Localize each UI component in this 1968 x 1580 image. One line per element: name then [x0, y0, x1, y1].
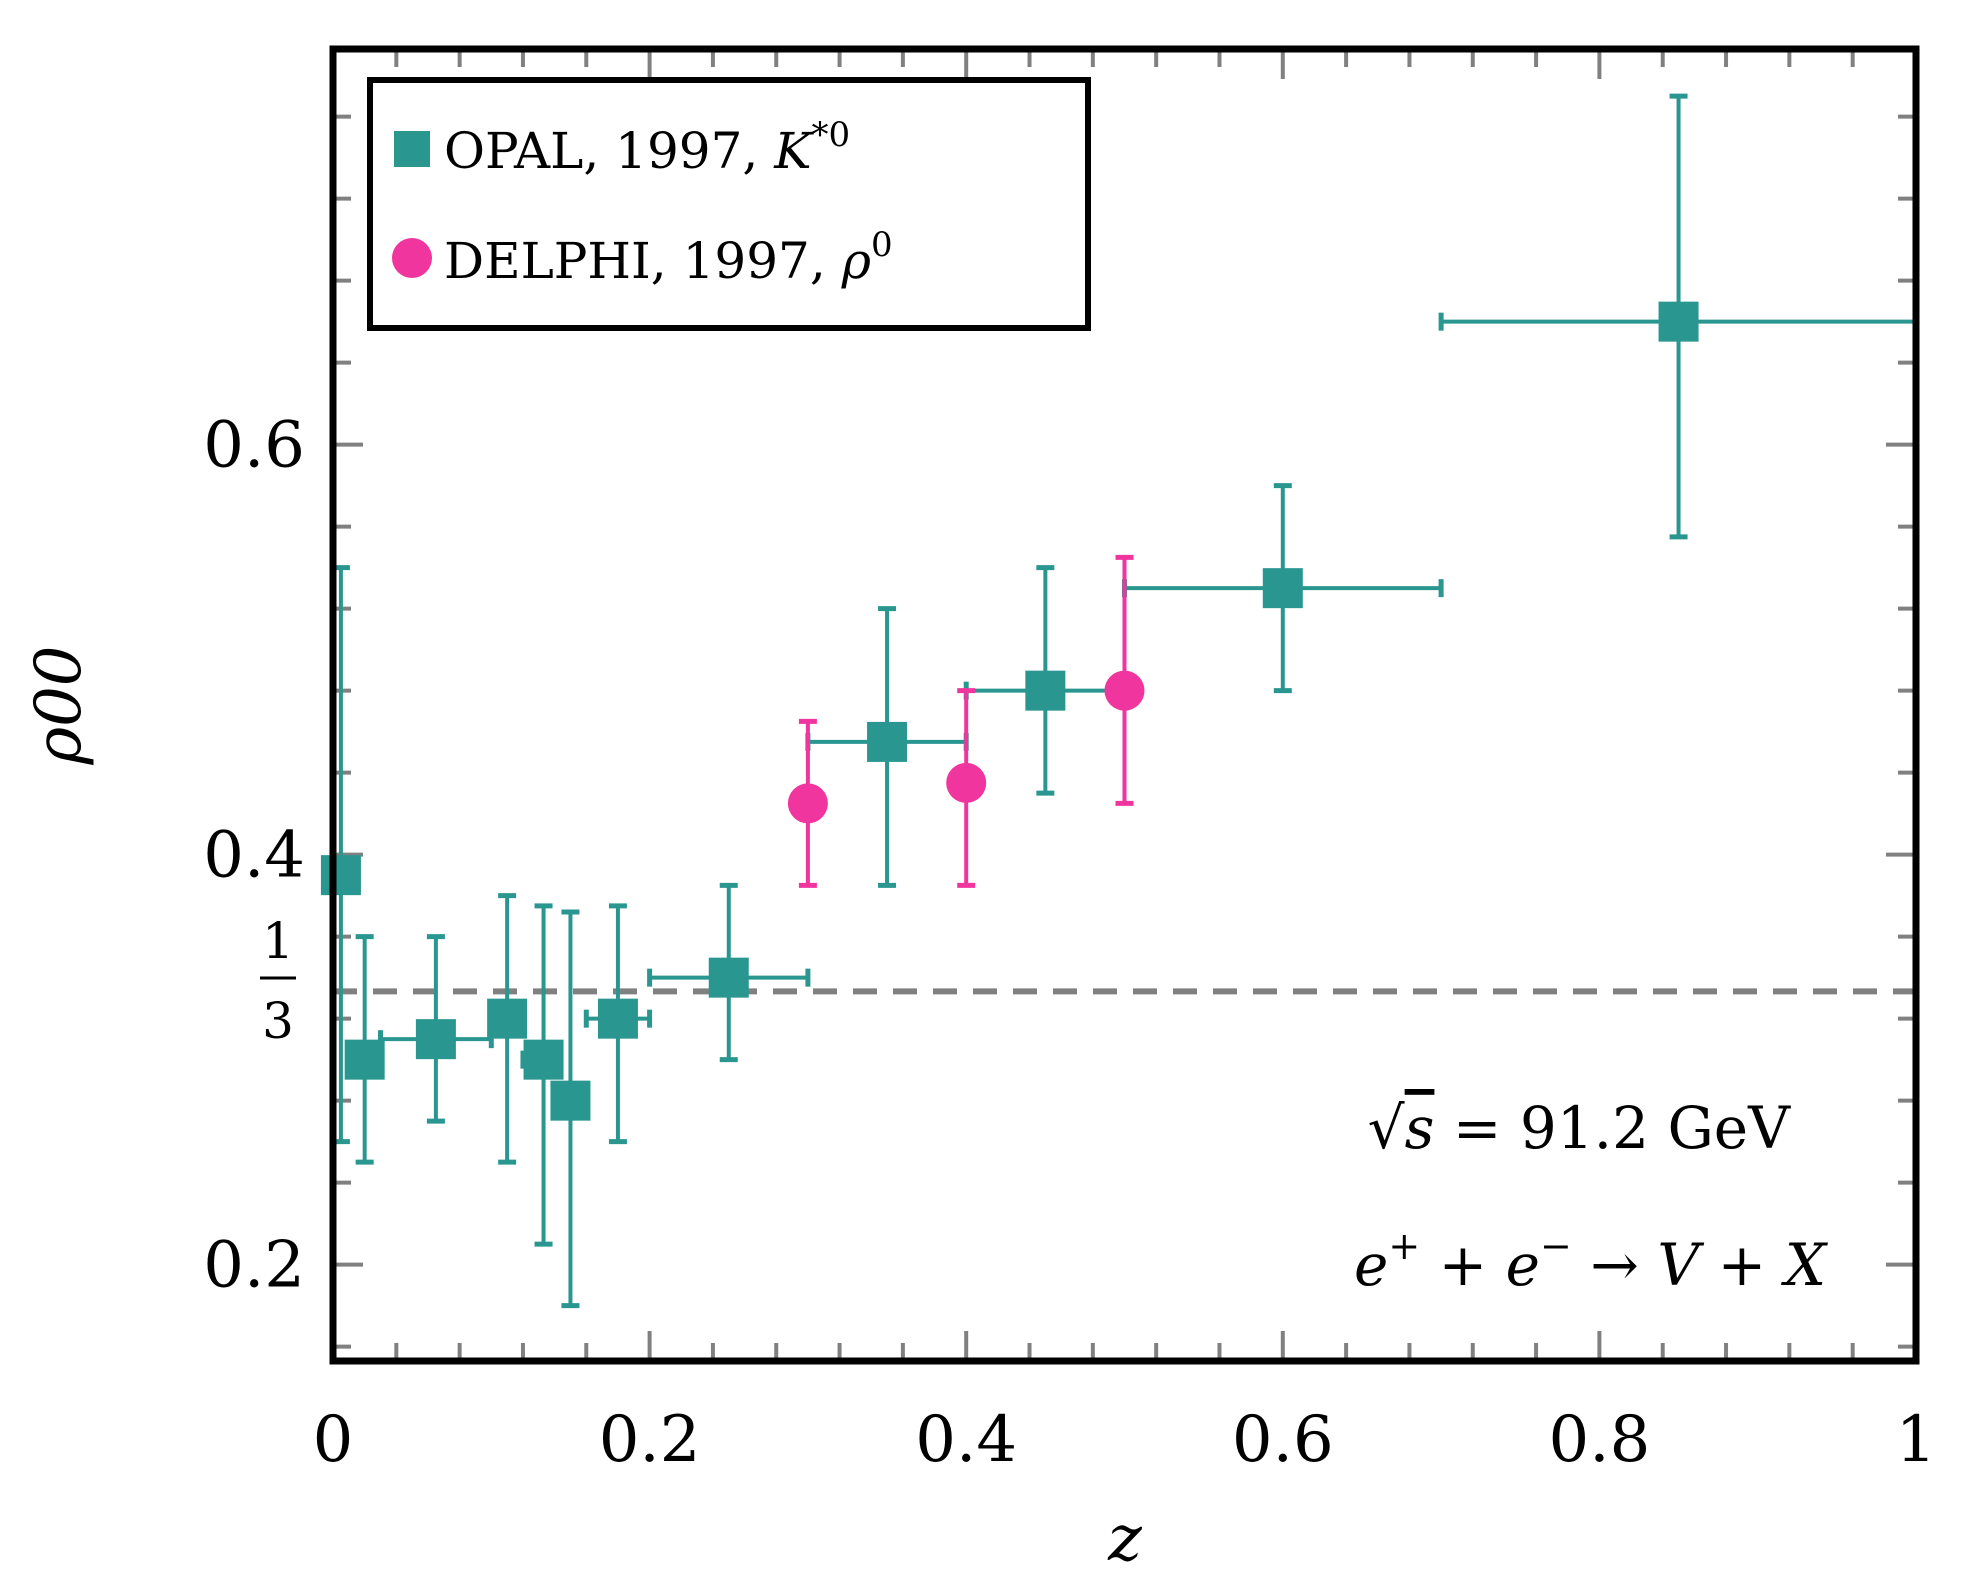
one-third-numerator: 1 — [262, 912, 294, 970]
data-point-square — [708, 957, 749, 998]
proc-e2: e — [1506, 1231, 1540, 1299]
data-point-circle — [946, 762, 987, 803]
proc-plus2: + — [1699, 1231, 1784, 1299]
y-axis-title: ρ00 — [22, 645, 96, 765]
legend-label-delphi: DELPHI, 1997, ρ0 — [444, 225, 893, 290]
one-third-label: 1 3 — [260, 912, 296, 1050]
y-tick-label: 0.2 — [203, 1229, 305, 1303]
annotation-sqrt: √ — [1368, 1094, 1405, 1162]
proc-x: X — [1781, 1231, 1829, 1299]
legend-opal-text: OPAL, 1997, — [444, 122, 774, 180]
x-tick-label: 0.8 — [1549, 1403, 1651, 1477]
data-point-square — [523, 1039, 564, 1080]
legend-opal-sym: K — [773, 122, 814, 180]
x-tick-label: 0.4 — [915, 1403, 1017, 1477]
x-tick-label: 0 — [313, 1403, 354, 1477]
annotation-energy-value: = 91.2 GeV — [1434, 1094, 1791, 1162]
x-tick-label: 1 — [1896, 1403, 1937, 1477]
legend-box — [367, 77, 1091, 331]
x-tick-label: 0.2 — [599, 1403, 701, 1477]
annotation-s: s — [1405, 1094, 1435, 1162]
data-point-square — [487, 998, 528, 1039]
legend: OPAL, 1997, K*0 DELPHI, 1997, ρ0 — [367, 77, 1091, 331]
data-point-square — [550, 1080, 591, 1121]
data-point-circle — [787, 783, 828, 824]
proc-sup1: + — [1388, 1224, 1420, 1268]
x-tick-label: 0.6 — [1232, 1403, 1334, 1477]
data-point-square — [1658, 301, 1699, 342]
legend-label-opal: OPAL, 1997, K*0 — [444, 115, 850, 180]
legend-marker-delphi — [392, 238, 432, 278]
proc-sup2: − — [1540, 1224, 1572, 1268]
legend-marker-opal — [394, 131, 430, 167]
data-points — [320, 93, 1919, 1309]
x-axis-title: z — [1107, 1502, 1143, 1576]
proc-v: V — [1657, 1231, 1704, 1299]
tick-labels: 0 0.2 0.4 0.6 0.8 1 0.2 0.4 0.6 — [203, 409, 1936, 1477]
data-point-circle — [1104, 670, 1145, 711]
annotation-process: e+ + e− → V + X — [1354, 1224, 1829, 1299]
data-point-square — [320, 855, 361, 896]
annotation-energy: √s = 91.2 GeV — [1368, 1094, 1791, 1162]
plot-frame — [329, 45, 1920, 1365]
proc-arrow: → — [1572, 1231, 1657, 1299]
y-tick-label: 0.4 — [203, 819, 305, 893]
proc-plus1: + — [1420, 1231, 1505, 1299]
legend-delphi-text: DELPHI, 1997, — [444, 232, 842, 290]
y-tick-label: 0.6 — [203, 409, 305, 483]
legend-delphi-sup: 0 — [871, 225, 893, 265]
data-point-square — [415, 1019, 456, 1060]
series-opal — [320, 93, 1919, 1309]
data-point-square — [1262, 568, 1303, 609]
data-point-square — [1025, 670, 1066, 711]
data-point-square — [867, 721, 908, 762]
series-delphi — [787, 554, 1145, 888]
proc-e1: e — [1354, 1231, 1388, 1299]
one-third-denominator: 3 — [262, 992, 294, 1050]
legend-delphi-sym: ρ — [841, 232, 872, 290]
legend-opal-sup: *0 — [812, 115, 851, 155]
data-point-square — [597, 998, 638, 1039]
